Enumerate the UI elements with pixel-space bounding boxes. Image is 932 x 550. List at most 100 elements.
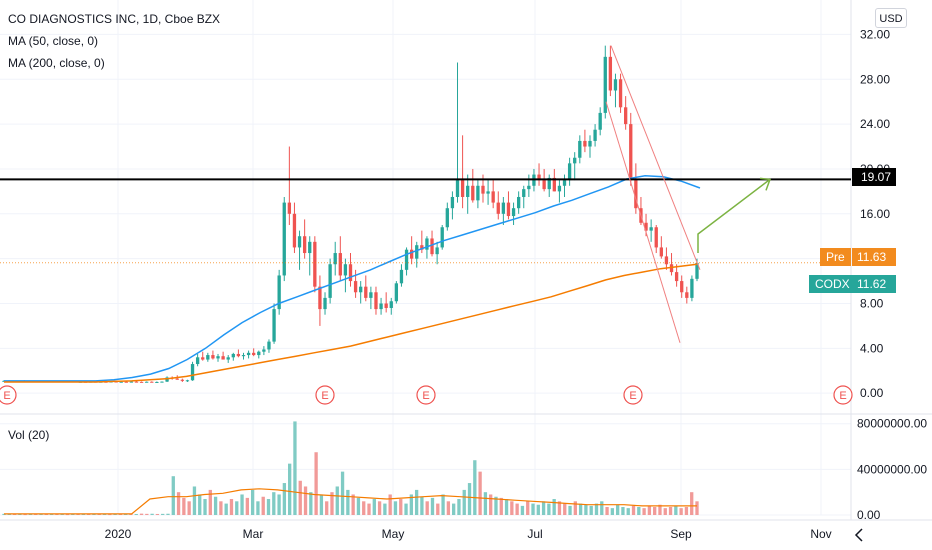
volume-bar xyxy=(319,494,324,515)
level-price-tag: 19.07 xyxy=(852,168,896,186)
volume-legend[interactable]: Vol (20) xyxy=(8,428,50,442)
candle-body xyxy=(409,249,414,259)
currency-button[interactable]: USD xyxy=(875,8,907,28)
candle-body xyxy=(241,355,246,357)
volume-bar xyxy=(499,497,503,515)
candle-body xyxy=(201,357,205,360)
volume-bar xyxy=(515,503,519,515)
earnings-marker[interactable]: E xyxy=(623,385,643,405)
volume-bar xyxy=(436,503,440,515)
volume-bar xyxy=(420,496,424,515)
volume-bar xyxy=(425,501,429,515)
candle-body xyxy=(394,283,399,302)
volume-tick-label: 40000000.00 xyxy=(857,462,927,476)
candle-body xyxy=(318,286,322,310)
candle-body xyxy=(624,107,628,125)
volume-bar xyxy=(139,513,144,515)
ma200-line xyxy=(4,263,698,383)
candle-body xyxy=(175,378,179,380)
candle-body xyxy=(236,353,241,357)
candle-body xyxy=(246,352,251,356)
earnings-marker-circle xyxy=(315,385,335,405)
volume-bar xyxy=(351,494,355,515)
candle-body xyxy=(573,157,577,164)
earnings-marker[interactable]: E xyxy=(315,385,335,405)
y-tick-label: 0.00 xyxy=(860,386,884,400)
candle-body xyxy=(323,297,327,310)
earnings-marker-circle xyxy=(623,385,643,405)
earnings-marker[interactable]: E xyxy=(0,385,17,405)
volume-bar xyxy=(552,499,556,515)
scroll-left-button[interactable] xyxy=(854,528,863,542)
candle-body xyxy=(415,245,419,259)
volume-bar xyxy=(615,504,620,515)
volume-bar xyxy=(684,507,689,515)
volume-bar xyxy=(192,486,197,515)
candle-body xyxy=(496,202,500,214)
candle-body xyxy=(527,185,531,190)
volume-bar xyxy=(134,513,138,515)
candle-body xyxy=(206,355,210,360)
volume-bar xyxy=(409,494,413,515)
chevron-left-icon xyxy=(854,528,863,542)
volume-bar xyxy=(690,492,694,515)
volume-bar xyxy=(330,492,334,515)
candle-body xyxy=(292,213,297,248)
candle-body xyxy=(644,222,648,231)
earnings-marker-circle xyxy=(416,385,436,405)
volume-bar xyxy=(208,489,212,515)
candle-body xyxy=(649,227,653,231)
candle-body xyxy=(476,185,480,201)
candle-body xyxy=(593,129,597,141)
volume-bar xyxy=(557,501,562,515)
earnings-marker[interactable]: E xyxy=(833,385,853,405)
volume-bar xyxy=(663,508,667,515)
volume-bar xyxy=(674,505,678,515)
candle-body xyxy=(195,357,200,365)
volume-bar xyxy=(563,503,567,515)
volume-bar xyxy=(430,497,435,515)
candle-body xyxy=(262,349,266,352)
candle-body xyxy=(567,163,572,181)
candle-body xyxy=(180,379,185,381)
candle-body xyxy=(425,238,429,250)
candle-body xyxy=(511,208,516,217)
volume-bar xyxy=(213,496,218,515)
volume-bar xyxy=(219,501,223,515)
volume-bar xyxy=(489,494,493,515)
volume-bar xyxy=(176,492,181,515)
volume-ma-line xyxy=(4,488,697,515)
volume-bar xyxy=(393,501,398,515)
candle-body xyxy=(272,309,276,342)
ma200-legend[interactable]: MA (200, close, 0) xyxy=(8,56,105,70)
earnings-marker-circle xyxy=(833,385,853,405)
candle-body xyxy=(450,196,455,209)
candle-body xyxy=(348,264,353,282)
x-tick-label: May xyxy=(382,527,405,541)
volume-bar xyxy=(531,503,535,515)
candle-body xyxy=(287,202,292,214)
volume-bar xyxy=(520,505,525,515)
volume-bar xyxy=(483,492,488,515)
volume-bar xyxy=(356,497,361,515)
candle-body xyxy=(486,191,490,194)
candle-body xyxy=(583,140,587,147)
volume-bar xyxy=(245,497,249,515)
candle-body xyxy=(267,341,271,350)
volume-bar xyxy=(65,514,70,516)
volume-bar xyxy=(526,501,530,515)
earnings-marker[interactable]: E xyxy=(416,385,436,405)
candle-body xyxy=(226,357,230,360)
volume-bar xyxy=(452,503,456,515)
volume-bar xyxy=(325,501,329,515)
x-tick-label: 2020 xyxy=(105,527,132,541)
volume-bar xyxy=(198,494,202,515)
candle-body xyxy=(338,253,342,276)
volume-bar xyxy=(166,513,170,515)
volume-bar xyxy=(584,504,588,515)
x-tick-label: Nov xyxy=(810,527,831,541)
ma50-legend[interactable]: MA (50, close, 0) xyxy=(8,34,99,48)
candle-body xyxy=(613,79,618,91)
volume-bar xyxy=(161,513,165,515)
